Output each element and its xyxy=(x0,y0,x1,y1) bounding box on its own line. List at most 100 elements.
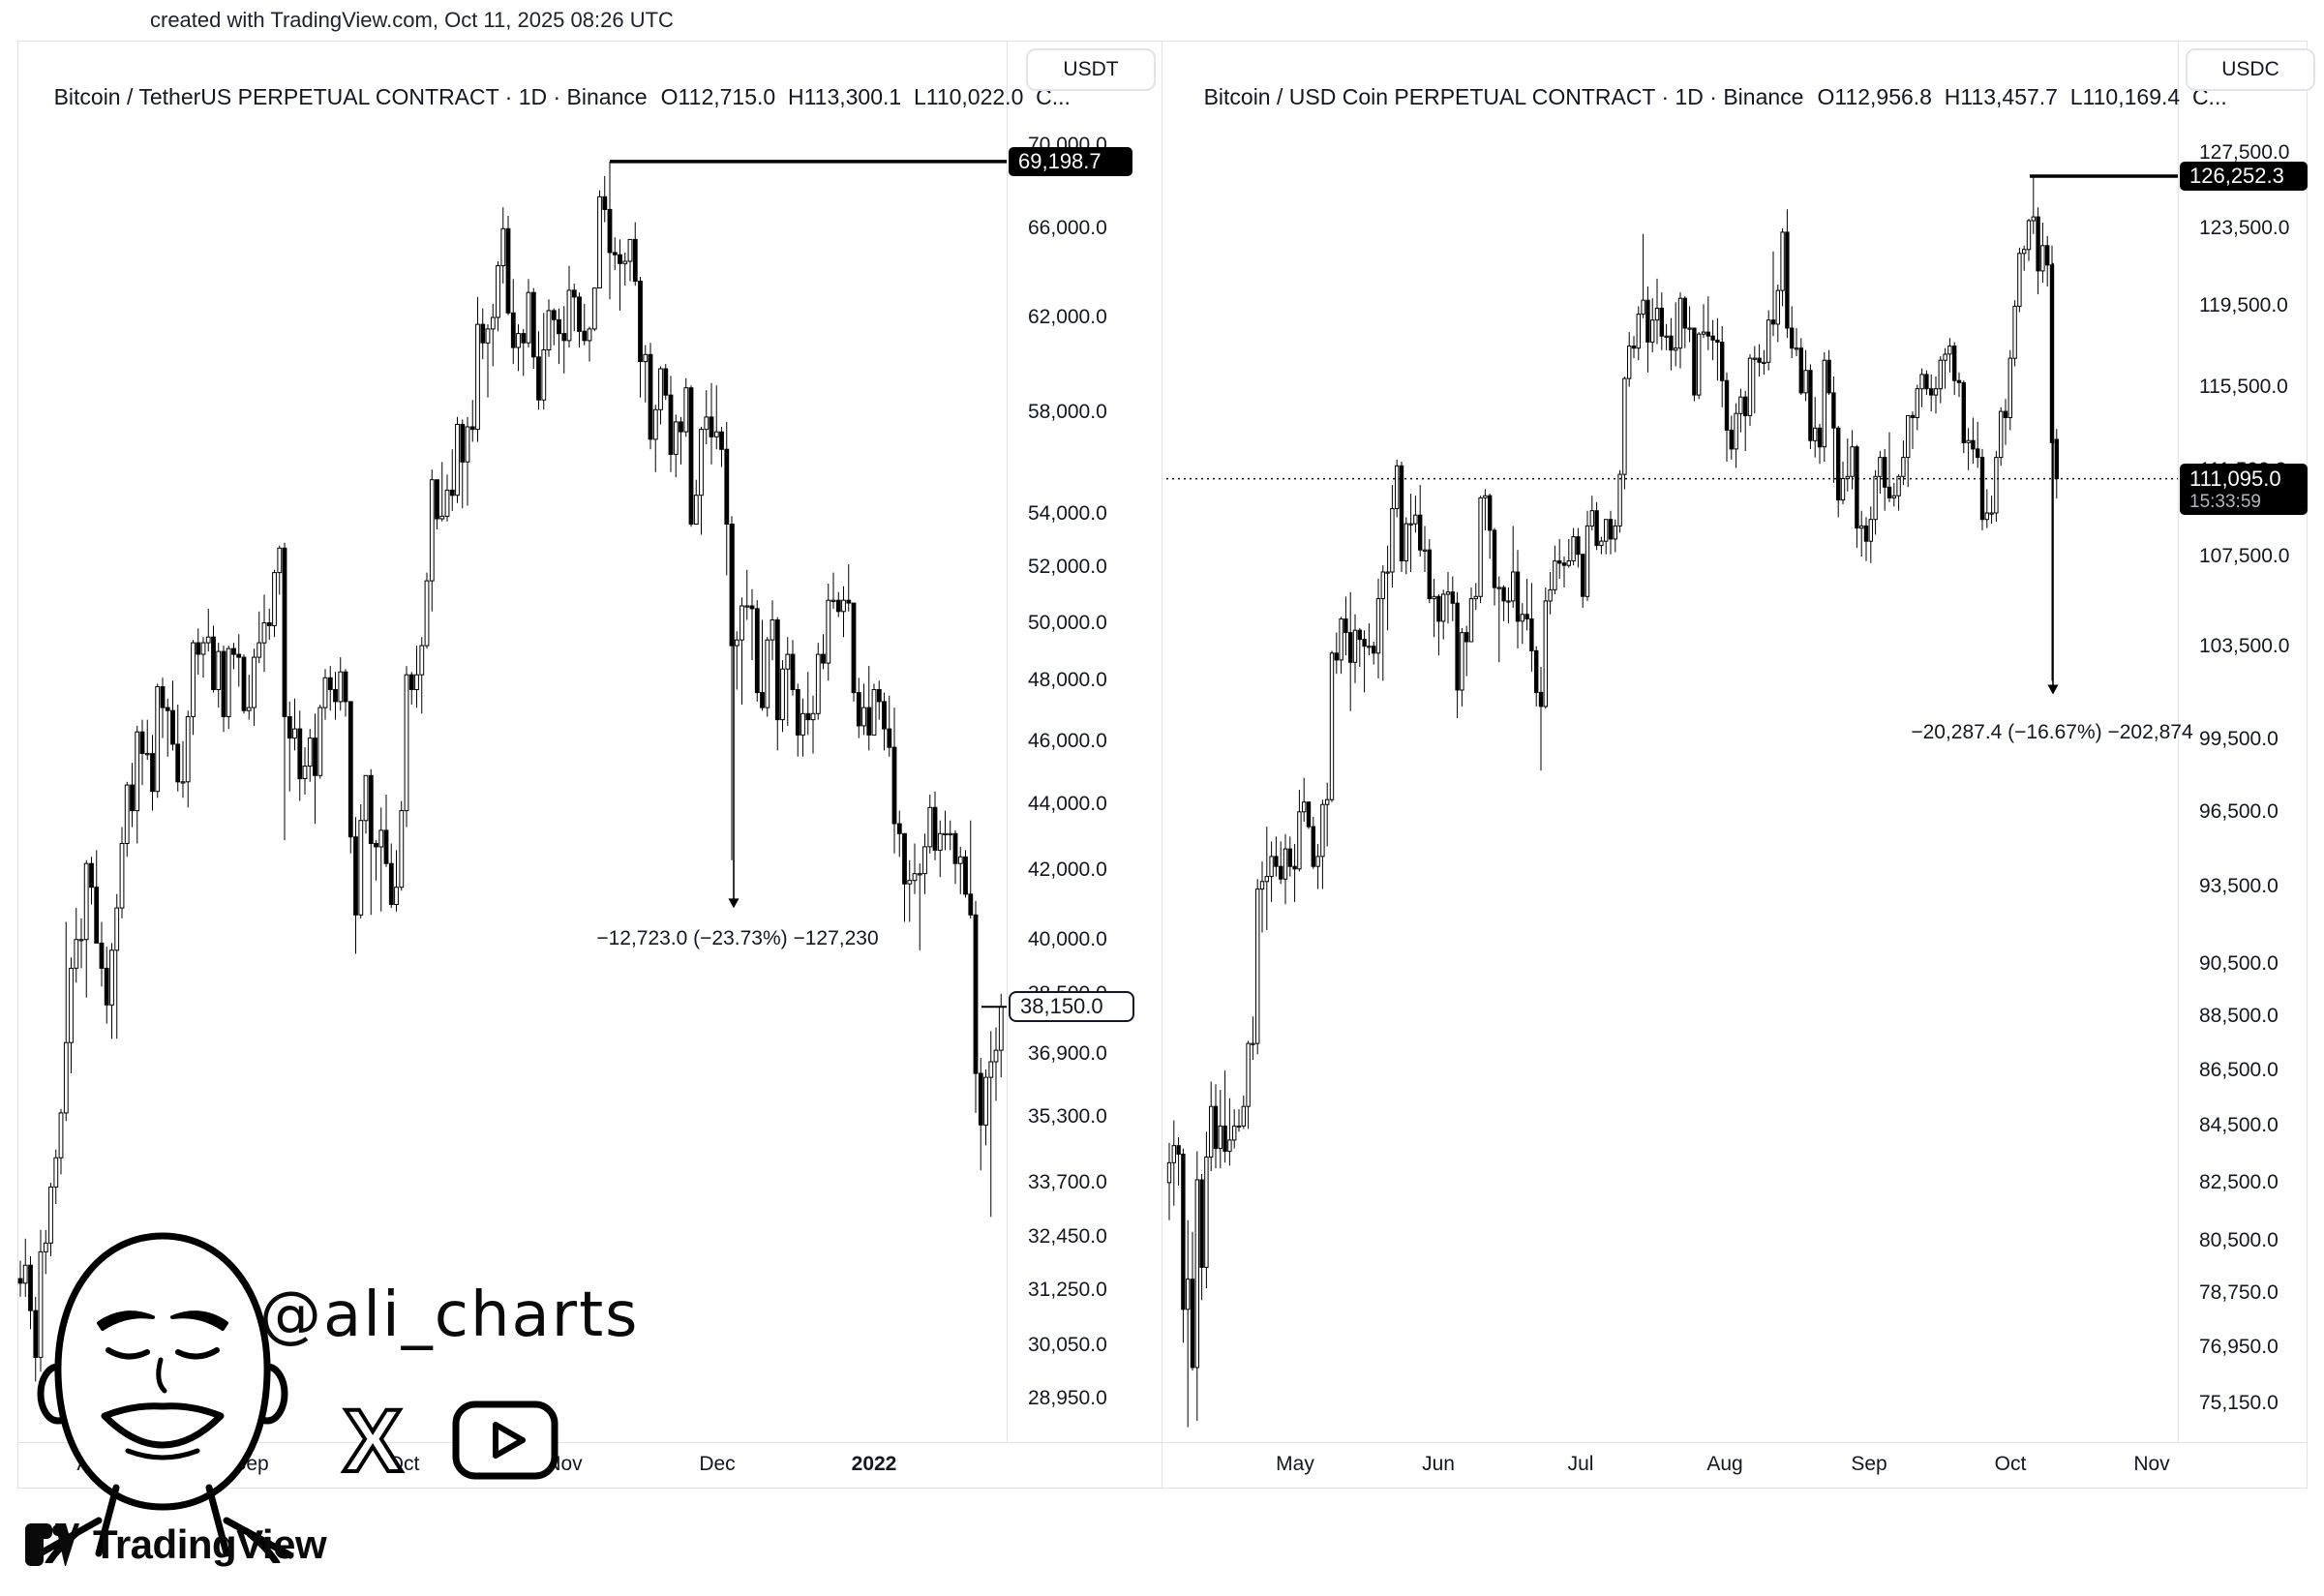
candle-body xyxy=(1766,319,1771,363)
charts-container xyxy=(17,41,2308,1489)
candle-body xyxy=(882,701,887,730)
candle-body xyxy=(1357,629,1363,641)
price-axis-right[interactable]: 127,500.0 123,500.0 119,500.0 115,500.0 111,… xyxy=(2178,41,2308,1442)
candle-body xyxy=(1501,587,1506,602)
candle-body xyxy=(790,653,796,690)
candle-body xyxy=(602,196,608,210)
candle-body xyxy=(1496,587,1502,589)
candle-body xyxy=(1506,600,1511,603)
candle-body xyxy=(104,967,109,1006)
candle-body xyxy=(1594,510,1599,547)
measured-move-label-right: −20,287.4 (−16.67%) −202,874 xyxy=(1911,721,2193,743)
time-axis-label: Nov xyxy=(2133,1453,2170,1475)
candle-body xyxy=(205,636,211,644)
candle-body xyxy=(1181,1154,1186,1310)
candle-body xyxy=(1269,856,1274,878)
candle-body xyxy=(1334,652,1340,661)
tradingview-logo[interactable]: TradingView xyxy=(23,1521,327,1568)
symbol-title-left[interactable]: Bitcoin / TetherUS PERPETUAL CONTRACT · … xyxy=(53,84,648,109)
symbol-title-right[interactable]: Bitcoin / USD Coin PERPETUAL CONTRACT · … xyxy=(1203,84,1804,109)
candle-body xyxy=(246,707,252,711)
symbol-legend-left[interactable]: Bitcoin / TetherUS PERPETUAL CONTRACT · … xyxy=(29,58,1071,136)
candle-body xyxy=(394,887,399,906)
candle-body xyxy=(1979,457,1985,521)
candle-body xyxy=(536,356,541,401)
price-tick-label: 30,050.0 xyxy=(1028,1334,1107,1357)
candle-body xyxy=(887,728,892,748)
candle-body xyxy=(1826,359,1831,394)
ohlc-values-right: O112,956.8 H113,457.7 L110,169.4 C... xyxy=(1817,84,2227,109)
price-tick-label: 35,300.0 xyxy=(1028,1105,1107,1129)
candle-body xyxy=(1218,1125,1222,1150)
price-tick-label: 78,750.0 xyxy=(2199,1280,2279,1304)
candle-body xyxy=(1966,439,1971,443)
candle-body xyxy=(561,333,567,342)
candle-body xyxy=(510,312,516,348)
price-axis-left[interactable]: 70,000.0 66,000.0 62,000.0 58,000.0 54,000.0… xyxy=(1007,41,1162,1442)
currency-button-usdt[interactable]: USDT xyxy=(1026,48,1156,91)
candle-body xyxy=(1171,1145,1177,1163)
bar-close-countdown: 15:33:59 xyxy=(2189,491,2261,512)
candle-body xyxy=(307,738,313,767)
candle-body xyxy=(658,368,663,410)
candle-body xyxy=(1627,346,1632,379)
symbol-legend-right[interactable]: Bitcoin / USD Coin PERPETUAL CONTRACT · … xyxy=(1179,58,2227,136)
candle-body xyxy=(1961,381,1966,443)
candle-body xyxy=(1650,319,1655,343)
candle-body xyxy=(1445,591,1451,595)
current-price-label: 111,095.0 xyxy=(2189,466,2281,491)
candle-body xyxy=(1311,826,1316,867)
candle-body xyxy=(469,426,475,431)
candle-body xyxy=(627,238,633,262)
candlestick-plot-left[interactable] xyxy=(17,41,1007,1442)
price-tick-label: 90,500.0 xyxy=(2199,951,2279,975)
candlestick-plot-right[interactable] xyxy=(1162,41,2178,1442)
time-axis-label: Dec xyxy=(699,1453,736,1475)
candle-body xyxy=(191,642,196,717)
candle-body xyxy=(150,753,155,793)
candle-body xyxy=(1395,465,1400,509)
candle-body xyxy=(302,766,308,779)
candle-body xyxy=(1798,347,1803,394)
price-tick-label: 54,000.0 xyxy=(1028,501,1107,525)
candle-body xyxy=(48,1186,53,1244)
candle-body xyxy=(460,424,466,463)
candle-body xyxy=(591,287,597,330)
price-tick-label: 86,500.0 xyxy=(2199,1059,2279,1082)
price-tick-label: 123,500.0 xyxy=(2199,216,2290,239)
price-tick-label: 44,000.0 xyxy=(1028,793,1107,815)
candle-body xyxy=(455,424,460,497)
youtube-logo-icon xyxy=(452,1400,558,1480)
candle-body xyxy=(424,580,430,647)
candle-body xyxy=(465,426,470,463)
candle-body xyxy=(1227,1139,1232,1153)
candle-body xyxy=(282,547,287,717)
candle-body xyxy=(317,707,323,776)
candle-body xyxy=(1863,525,1869,542)
candle-body xyxy=(896,823,902,834)
candle-body xyxy=(505,227,511,314)
candle-body xyxy=(902,832,907,885)
candle-body xyxy=(917,873,922,876)
candle-body xyxy=(1553,560,1557,590)
tradingview-wordmark: TradingView xyxy=(93,1521,327,1567)
candle-body xyxy=(948,832,953,835)
candle-body xyxy=(490,316,496,330)
candle-body xyxy=(1984,512,1989,521)
time-axis-right[interactable]: May Jun Jul Aug Sep Oct Nov xyxy=(1162,1443,2178,1489)
candle-body xyxy=(475,323,480,431)
candle-body xyxy=(1561,562,1567,566)
candle-body xyxy=(1585,525,1590,597)
candle-body xyxy=(211,636,216,691)
candle-body xyxy=(618,254,622,264)
candle-body xyxy=(643,353,649,363)
candle-body xyxy=(1785,231,1790,329)
candle-body xyxy=(2054,438,2059,480)
price-tick-label: 96,500.0 xyxy=(2199,799,2279,823)
candle-body xyxy=(937,832,943,851)
candle-body xyxy=(587,328,592,342)
tradingview-mark-icon xyxy=(25,1523,79,1566)
candle-body xyxy=(1529,618,1534,651)
candle-body xyxy=(1645,299,1650,343)
currency-button-usdc[interactable]: USDC xyxy=(2186,48,2315,91)
